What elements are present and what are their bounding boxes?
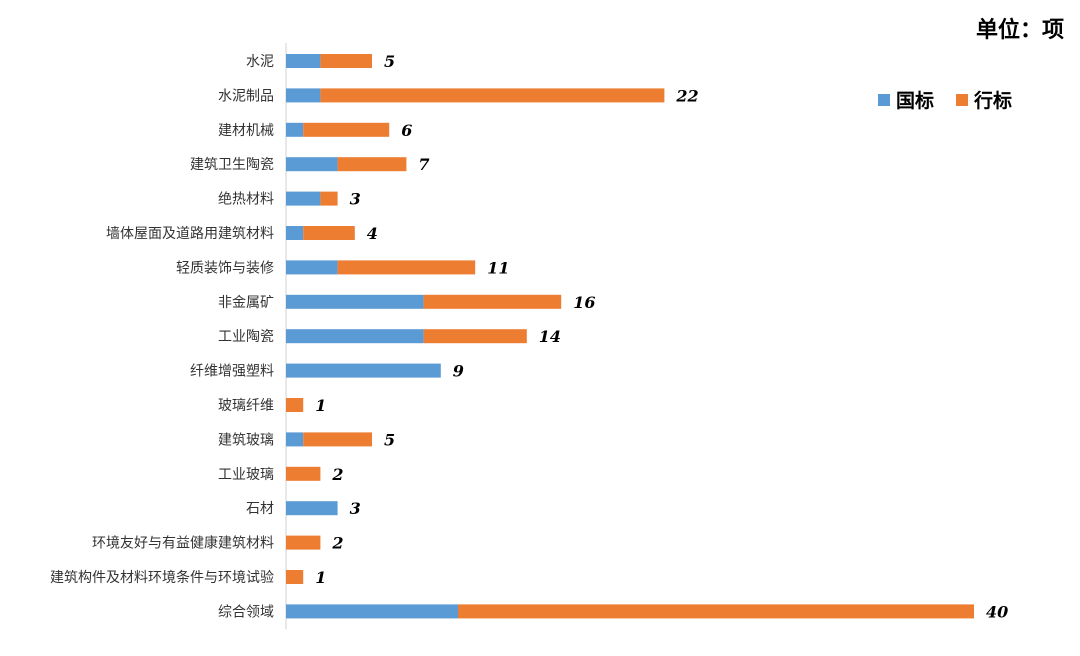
bar-industry (286, 570, 304, 584)
bar-industry (458, 604, 974, 619)
category-label: 非金属矿 (218, 295, 274, 311)
legend-label-industry: 行标 (974, 90, 1013, 112)
bar-industry (303, 226, 355, 240)
total-label: 5 (384, 430, 395, 449)
bar-national (286, 260, 338, 275)
total-label: 40 (986, 602, 1008, 621)
bar-national (286, 191, 321, 206)
bar-industry (337, 157, 407, 172)
bar-industry (286, 535, 321, 550)
total-label: 7 (418, 155, 429, 174)
total-label: 22 (675, 86, 698, 105)
bar-national (286, 88, 321, 103)
category-label: 工业玻璃 (218, 466, 274, 483)
legend-item-national: 国标 (878, 86, 934, 113)
total-label: 3 (350, 499, 361, 518)
bar-national (286, 329, 424, 344)
bar-industry (286, 398, 304, 412)
category-label: 建筑玻璃 (218, 431, 274, 448)
category-label: 综合领域 (218, 604, 274, 620)
bar-national (286, 501, 338, 516)
legend-label-national: 国标 (896, 90, 935, 112)
bar-industry (320, 88, 665, 103)
category-label: 水泥制品 (218, 88, 274, 104)
bar-national (286, 363, 441, 378)
bar-industry (423, 294, 562, 309)
category-label: 石材 (246, 501, 274, 517)
category-label: 环境友好与有益健康建筑材料 (92, 535, 274, 552)
bar-industry (423, 329, 527, 344)
total-label: 11 (487, 258, 509, 277)
unit-label: 单位：项 (975, 18, 1064, 43)
category-label: 建材机械 (218, 123, 274, 139)
bar-national (286, 432, 304, 447)
total-label: 1 (315, 396, 326, 415)
legend-swatch-national (878, 93, 890, 106)
category-label: 墙体屋面及道路用建筑材料 (106, 226, 274, 242)
category-label: 水泥 (246, 54, 274, 70)
category-label: 建筑构件及材料环境条件与环境试验 (50, 569, 274, 586)
category-label: 绝热材料 (218, 192, 274, 208)
legend-item-industry: 行标 (956, 86, 1012, 113)
total-label: 4 (367, 224, 378, 243)
total-label: 9 (453, 362, 464, 381)
total-label: 1 (315, 568, 326, 587)
bar-national (286, 604, 458, 619)
bar-industry (303, 432, 372, 447)
total-label: 16 (573, 293, 595, 312)
category-label: 轻质装饰与装修 (176, 260, 274, 276)
bar-industry (320, 54, 372, 68)
bar-national (286, 54, 321, 68)
total-label: 5 (384, 52, 395, 71)
bar-industry (337, 260, 476, 275)
total-label: 14 (539, 327, 561, 346)
total-label: 6 (401, 121, 412, 140)
bar-industry (286, 466, 321, 481)
legend: 国标 行标 (878, 86, 1012, 113)
total-label: 3 (350, 190, 361, 209)
category-label: 玻璃纤维 (218, 397, 274, 414)
category-label: 工业陶瓷 (218, 329, 274, 345)
bar-national (286, 157, 338, 172)
bar-industry (320, 191, 338, 206)
category-label: 纤维增强塑料 (190, 364, 274, 380)
bar-national (286, 226, 304, 240)
bar-national (286, 122, 304, 137)
total-label: 2 (331, 465, 343, 484)
bar-national (286, 294, 424, 309)
legend-swatch-industry (956, 93, 969, 106)
category-label: 建筑卫生陶瓷 (190, 157, 274, 173)
bar-industry (303, 122, 390, 137)
total-label: 2 (331, 534, 343, 553)
